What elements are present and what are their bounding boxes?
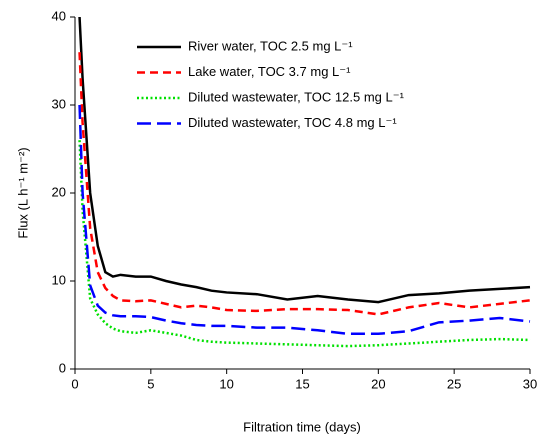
y-tick-label: 10 [52, 272, 66, 287]
y-axis-label: Flux (L h⁻¹ m⁻²) [15, 147, 30, 238]
x-tick-label: 15 [295, 376, 309, 391]
series-line [78, 104, 531, 336]
legend-label: Lake water, TOC 3.7 mg L⁻¹ [188, 64, 351, 79]
x-tick-label: 30 [523, 376, 537, 391]
x-tick-label: 20 [371, 376, 385, 391]
x-tick-label: 10 [219, 376, 233, 391]
legend-label: River water, TOC 2.5 mg L⁻¹ [188, 38, 353, 53]
x-axis-label: Filtration time (days) [243, 419, 361, 434]
series-line [78, 140, 531, 348]
legend-label: Diluted wastewater, TOC 4.8 mg L⁻¹ [188, 115, 397, 130]
y-tick-label: 20 [52, 184, 66, 199]
y-tick-label: 40 [52, 8, 66, 23]
series-line [78, 16, 531, 304]
y-tick-label: 0 [59, 360, 66, 375]
x-tick-label: 25 [447, 376, 461, 391]
y-tick-label: 30 [52, 96, 66, 111]
x-tick-label: 5 [147, 376, 154, 391]
legend-label: Diluted wastewater, TOC 12.5 mg L⁻¹ [188, 89, 405, 104]
x-tick-label: 0 [71, 376, 78, 391]
series-line [78, 52, 531, 316]
